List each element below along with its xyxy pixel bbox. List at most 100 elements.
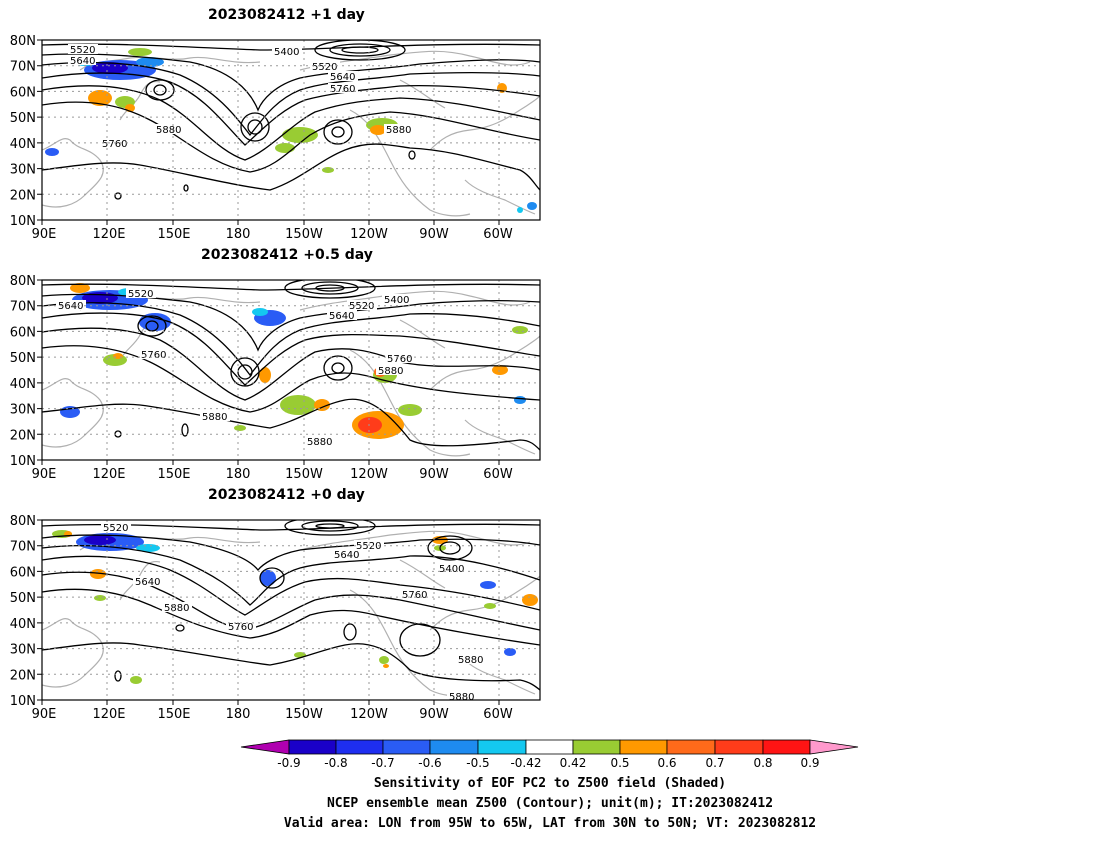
x-tick-label: 90E	[32, 707, 57, 722]
contour-label: 5400	[274, 47, 299, 58]
colorbar-segment	[666, 739, 716, 755]
panel-3-map: 5520 5520 5640 5640 5400 5760 5880 5760 …	[10, 514, 541, 722]
x-tick-label: 120W	[350, 227, 388, 242]
y-tick-label: 70N	[10, 300, 36, 315]
panel-2-shading	[60, 283, 528, 439]
x-tick-label: 150W	[285, 707, 323, 722]
y-tick-label: 80N	[10, 274, 36, 289]
y-tick-label: 60N	[10, 325, 36, 340]
contour-label: 5880	[164, 603, 189, 614]
colorbar-tick-label: -0.8	[324, 756, 347, 770]
contour-label: 5880	[458, 655, 483, 666]
colorbar-segment	[809, 739, 859, 755]
contour-label: 5520	[70, 45, 95, 56]
y-tick-label: 10N	[10, 454, 36, 469]
contour-label: 5880	[386, 125, 411, 136]
x-tick-label: 150W	[285, 227, 323, 242]
x-tick-label: 180	[226, 467, 251, 482]
x-tick-label: 150E	[157, 707, 190, 722]
panel-2-frame	[41, 279, 541, 461]
panel-2-map: 5520 5640 5400 5520 5640 5760 5760 5880 …	[10, 274, 541, 482]
y-tick-label: 40N	[10, 617, 36, 632]
colorbar-tick-label: 0.42	[560, 756, 587, 770]
contour-label: 5880	[449, 692, 474, 703]
contour-label: 5880	[378, 366, 403, 377]
colorbar-segment	[335, 739, 384, 755]
colorbar-segment	[429, 739, 479, 755]
panel-3-title: 2023082412 +0 day	[208, 487, 365, 503]
colorbar-segment	[762, 739, 811, 755]
contour-label: 5640	[334, 550, 359, 561]
x-tick-label: 90W	[419, 467, 449, 482]
colorbar-segment	[619, 739, 668, 755]
x-tick-label: 120W	[350, 707, 388, 722]
colorbar-tick-label: -0.5	[466, 756, 489, 770]
panel-2-contour-labels: 5520 5640 5400 5520 5640 5760 5760 5880 …	[56, 288, 415, 448]
y-tick-label: 40N	[10, 137, 36, 152]
contour-label: 5760	[387, 354, 412, 365]
contour-label: 5520	[312, 62, 337, 73]
y-tick-label: 70N	[10, 60, 36, 75]
colorbar-segment	[240, 739, 290, 755]
x-tick-label: 180	[226, 227, 251, 242]
x-tick-label: 60W	[483, 707, 513, 722]
contour-label: 5640	[329, 311, 354, 322]
y-tick-label: 20N	[10, 428, 36, 443]
y-tick-label: 50N	[10, 111, 36, 126]
contour-label: 5640	[330, 72, 355, 83]
contour-label: 5400	[439, 564, 464, 575]
colorbar-ticks: -0.9 -0.8 -0.7 -0.6 -0.5 -0.42 0.42 0.5 …	[277, 756, 819, 770]
colorbar-tick-label: 0.6	[657, 756, 676, 770]
contour-label: 5520	[356, 541, 381, 552]
contour-label: 5760	[102, 139, 127, 150]
x-tick-label: 90E	[32, 227, 57, 242]
y-tick-label: 40N	[10, 377, 36, 392]
contour-label: 5880	[307, 437, 332, 448]
y-tick-label: 20N	[10, 668, 36, 683]
contour-label: 5520	[128, 289, 153, 300]
x-tick-label: 150E	[157, 227, 190, 242]
colorbar-tick-label: 0.9	[800, 756, 819, 770]
panel-2-x-axis: 90E 120E 150E 180 150W 120W 90W 60W	[32, 467, 513, 482]
x-tick-label: 90W	[419, 707, 449, 722]
y-tick-label: 20N	[10, 188, 36, 203]
panel-1-contour-labels: 5520 5640 5400 5520 5640 5760 5880 5760 …	[68, 44, 414, 150]
colorbar-segment	[382, 739, 431, 755]
panel-3-gridlines	[42, 520, 540, 700]
colorbar-tick-label: -0.7	[371, 756, 394, 770]
panel-2-title: 2023082412 +0.5 day	[201, 247, 373, 263]
panel-1-y-axis: 80N 70N 60N 50N 40N 30N 20N 10N	[10, 34, 36, 229]
colorbar-tick-label: 0.8	[753, 756, 772, 770]
y-tick-label: 70N	[10, 540, 36, 555]
panel-1-frame	[41, 39, 541, 221]
colorbar-tick-label: -0.9	[277, 756, 300, 770]
x-tick-label: 150E	[157, 467, 190, 482]
colorbar-tick-label: -0.6	[418, 756, 441, 770]
x-tick-label: 120E	[92, 707, 125, 722]
panel-1-contours	[42, 40, 540, 200]
y-tick-label: 50N	[10, 591, 36, 606]
colorbar-segment	[714, 739, 764, 755]
contour-label: 5400	[384, 295, 409, 306]
panel-1-title: 2023082412 +1 day	[208, 7, 365, 23]
y-tick-label: 30N	[10, 403, 36, 418]
x-tick-label: 120E	[92, 227, 125, 242]
x-tick-label: 60W	[483, 227, 513, 242]
panel-1-map: 5520 5640 5400 5520 5640 5760 5880 5760 …	[10, 34, 541, 242]
y-tick-label: 10N	[10, 694, 36, 709]
x-tick-label: 90E	[32, 467, 57, 482]
colorbar	[240, 739, 859, 755]
panel-3-frame	[41, 519, 541, 701]
panel-2-gridlines	[42, 280, 540, 460]
contour-label: 5640	[70, 56, 95, 67]
panel-1-x-axis: 90E 120E 150E 180 150W 120W 90W 60W	[32, 227, 513, 242]
y-tick-label: 50N	[10, 351, 36, 366]
colorbar-tick-label: 0.7	[705, 756, 724, 770]
y-tick-label: 60N	[10, 85, 36, 100]
y-tick-label: 80N	[10, 34, 36, 49]
colorbar-segment	[477, 739, 527, 755]
x-tick-label: 90W	[419, 227, 449, 242]
x-tick-label: 120E	[92, 467, 125, 482]
caption-line-3: Valid area: LON from 95W to 65W, LAT fro…	[283, 816, 817, 831]
contour-label: 5520	[349, 301, 374, 312]
